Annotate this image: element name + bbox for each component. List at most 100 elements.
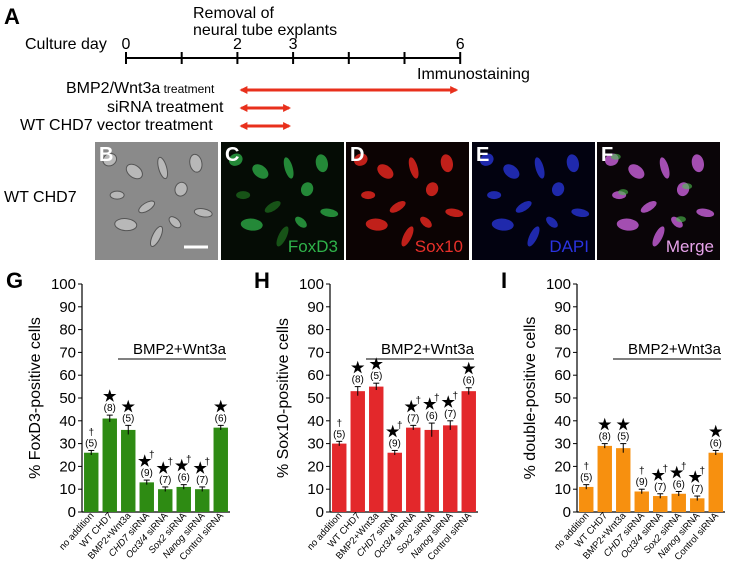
cell xyxy=(640,201,657,213)
cell xyxy=(353,153,368,166)
sample-size-label: (6) xyxy=(426,411,438,422)
cell xyxy=(671,216,683,228)
significance-dagger: † xyxy=(149,450,155,461)
sample-size-label: (5) xyxy=(370,371,382,382)
sample-size-label: (6) xyxy=(215,413,227,424)
significance-dagger: † xyxy=(167,457,173,468)
culture-day-label: Culture day xyxy=(25,36,107,53)
y-tick-label: 70 xyxy=(59,344,76,361)
cell xyxy=(240,218,263,231)
sample-size-label: (7) xyxy=(654,482,666,493)
cell xyxy=(425,182,439,197)
significance-star: ★ xyxy=(442,394,456,411)
micrograph-letter: D xyxy=(350,144,365,166)
bar xyxy=(213,427,228,512)
y-tick-label: 90 xyxy=(59,299,76,316)
sample-size-label: (9) xyxy=(141,468,153,479)
cell-green-overlay xyxy=(610,153,621,160)
significance-star: ★ xyxy=(103,388,117,405)
y-tick-label: 40 xyxy=(554,413,571,430)
significance-star: ★ xyxy=(386,423,400,440)
chart-i: I 0 10 20 30 40 50 60 70 80 90 100 % double-positive… xyxy=(501,268,725,563)
sample-size-label: (8) xyxy=(599,432,611,443)
micrograph-caption: DAPI xyxy=(549,237,589,256)
micrograph-letter: B xyxy=(99,144,114,166)
y-tick-label: 90 xyxy=(554,299,571,316)
bar xyxy=(84,452,99,512)
y-tick-label: 80 xyxy=(59,322,76,339)
y-tick-label: 60 xyxy=(554,367,571,384)
y-tick-label: 0 xyxy=(563,504,571,521)
micrograph-cells xyxy=(479,153,590,247)
significance-dagger: † xyxy=(639,466,645,477)
cell xyxy=(401,226,414,247)
bar xyxy=(708,452,723,512)
cell xyxy=(420,216,432,228)
cell xyxy=(236,191,251,200)
cell xyxy=(551,182,565,197)
y-tick-label: 70 xyxy=(307,344,324,361)
micrograph-cells xyxy=(353,153,464,247)
timeline: 0 2 3 6 xyxy=(122,36,465,130)
bar xyxy=(579,486,594,512)
cell xyxy=(691,154,704,173)
significance-star: ★ xyxy=(670,464,684,481)
timeline-tick-label: 2 xyxy=(233,36,242,53)
sample-size-label: (7) xyxy=(196,475,208,486)
sample-size-label: (9) xyxy=(636,477,648,488)
sample-size-label: (5) xyxy=(333,429,345,440)
sample-size-label: (7) xyxy=(407,413,419,424)
cell xyxy=(616,218,639,231)
cell xyxy=(440,154,453,173)
cell xyxy=(445,208,464,218)
row-label-wt-chd7: WT CHD7 xyxy=(4,189,77,206)
y-tick-label: 20 xyxy=(554,458,571,475)
significance-star: ★ xyxy=(351,360,365,377)
y-tick-label: 10 xyxy=(554,481,571,498)
timeline-tick-label: 0 xyxy=(122,36,131,53)
sample-size-label: (5) xyxy=(122,413,134,424)
significance-star: ★ xyxy=(423,396,437,413)
bar xyxy=(195,489,210,512)
cell xyxy=(487,191,502,200)
treatment-label-bmp2: BMP2/Wnt3a treatment xyxy=(66,80,214,98)
bar xyxy=(671,493,686,512)
y-tick-label: 10 xyxy=(307,481,324,498)
micrograph-letter: F xyxy=(601,144,614,166)
cell xyxy=(109,190,125,200)
micrograph-e: E DAPI xyxy=(472,142,595,260)
bar xyxy=(369,386,384,512)
cell xyxy=(652,226,665,247)
cell-green-overlay xyxy=(675,216,686,223)
chart-annotation: BMP2+Wnt3a xyxy=(381,341,475,358)
y-tick-label: 50 xyxy=(554,390,571,407)
cell xyxy=(377,164,394,179)
significance-dagger: † xyxy=(336,418,342,429)
y-tick-label: 30 xyxy=(554,436,571,453)
cell xyxy=(157,156,169,180)
significance-star: ★ xyxy=(617,417,631,434)
sample-size-label: (6) xyxy=(710,438,722,449)
immunostaining-label: Immunostaining xyxy=(417,66,530,83)
cell xyxy=(503,164,520,179)
cell xyxy=(479,153,494,166)
cell xyxy=(527,226,540,247)
micrograph-c: C FoxD3 xyxy=(221,142,344,260)
bar xyxy=(350,391,365,512)
significance-star: ★ xyxy=(157,460,171,477)
chart-g: G 0 10 20 30 40 50 60 70 80 90 100 % FoxD3-positive … xyxy=(6,268,230,563)
bar xyxy=(406,427,421,512)
y-tick-label: 80 xyxy=(307,322,324,339)
cell xyxy=(276,226,289,247)
significance-star: ★ xyxy=(194,460,208,477)
y-tick-label: 20 xyxy=(59,458,76,475)
y-tick-label: 90 xyxy=(307,299,324,316)
significance-dagger: † xyxy=(397,420,403,431)
cell xyxy=(102,152,118,167)
treatment-suffix: treatment xyxy=(160,82,215,96)
bar xyxy=(653,496,668,512)
cell xyxy=(295,216,307,228)
micrograph-d: D Sox10 xyxy=(346,142,469,260)
y-tick-label: 50 xyxy=(307,390,324,407)
y-tick-label: 70 xyxy=(554,344,571,361)
